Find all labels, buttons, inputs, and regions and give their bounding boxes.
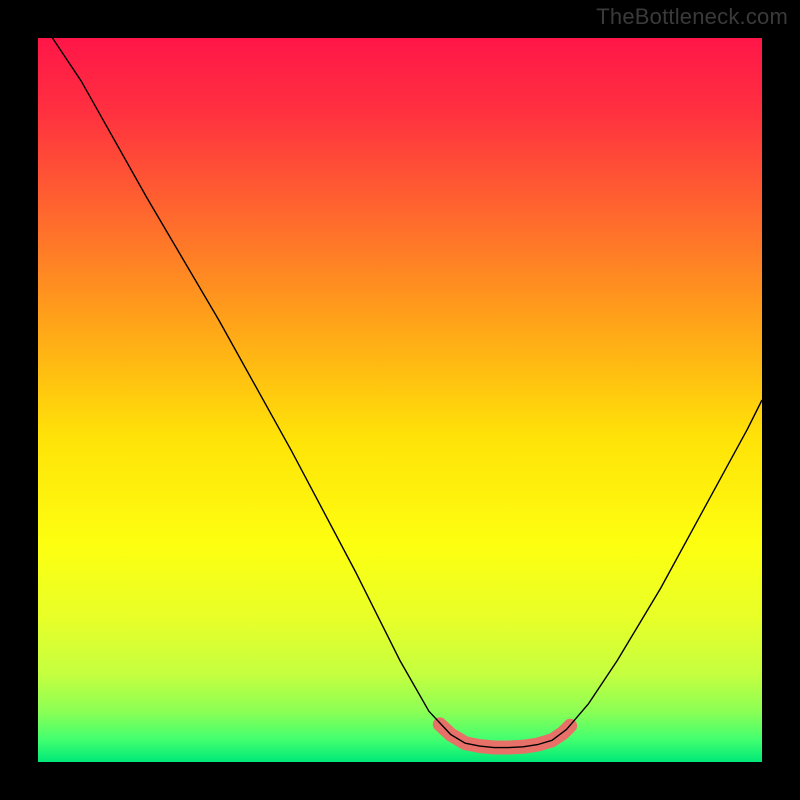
attribution-text: TheBottleneck.com	[596, 4, 788, 30]
bottleneck-chart	[38, 38, 762, 762]
chart-gradient-background	[38, 38, 762, 762]
